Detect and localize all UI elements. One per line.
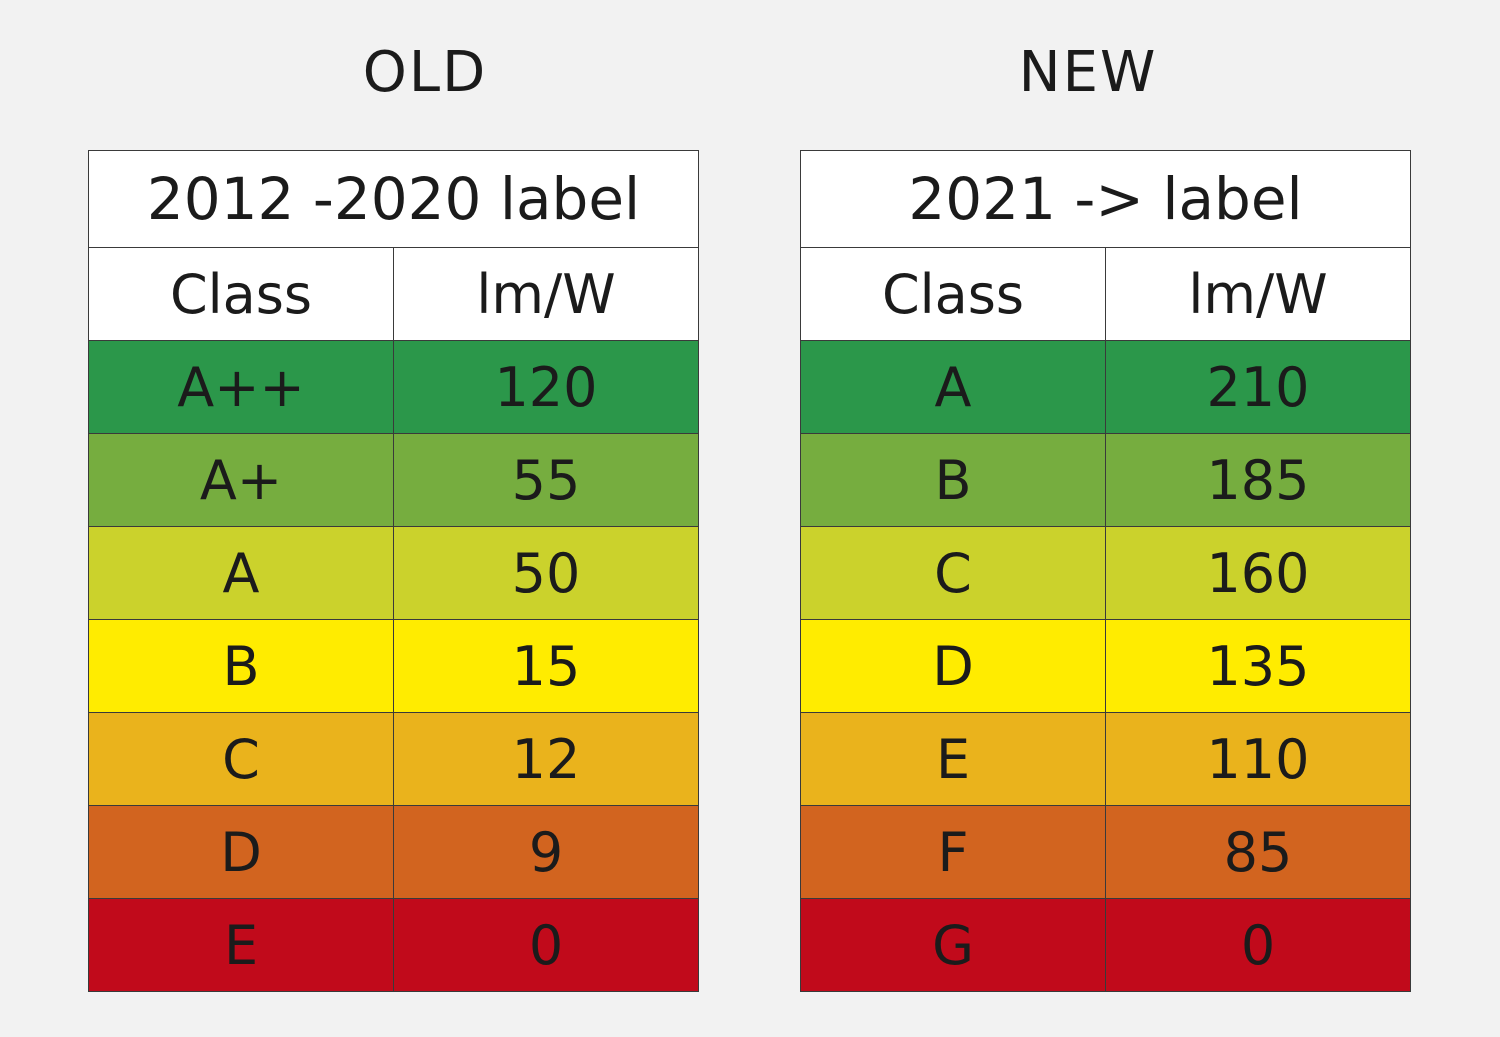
new-efficiency-cell: 85 <box>1105 805 1411 899</box>
old-class-cell: E <box>88 898 394 992</box>
old-class-cell: B <box>88 619 394 713</box>
old-table-row: A+ 55 <box>88 433 699 527</box>
old-efficiency-header: lm/W <box>393 247 699 341</box>
new-class-cell: C <box>800 526 1106 620</box>
new-table-row: B 185 <box>800 433 1411 527</box>
new-efficiency-cell: 0 <box>1105 898 1411 992</box>
old-heading: OLD <box>362 40 488 105</box>
old-efficiency-cell: 50 <box>393 526 699 620</box>
old-class-cell: C <box>88 712 394 806</box>
old-class-cell: A+ <box>88 433 394 527</box>
new-class-header: Class <box>800 247 1106 341</box>
old-table-row: C 12 <box>88 712 699 806</box>
old-table-row: A 50 <box>88 526 699 620</box>
old-table-row: A++ 120 <box>88 340 699 434</box>
old-class-cell: D <box>88 805 394 899</box>
new-table-row: D 135 <box>800 619 1411 713</box>
old-table-body: A++ 120 A+ 55 A 50 B 15 C 12 D 9 E 0 <box>88 340 699 992</box>
new-efficiency-header: lm/W <box>1105 247 1411 341</box>
new-label-table: 2021 -> label Class lm/W A 210 B 185 C 160 D 13… <box>800 150 1411 992</box>
new-class-cell: G <box>800 898 1106 992</box>
new-table-title: 2021 -> label <box>800 150 1411 248</box>
old-class-cell: A <box>88 526 394 620</box>
new-table-row: A 210 <box>800 340 1411 434</box>
new-efficiency-cell: 110 <box>1105 712 1411 806</box>
old-efficiency-cell: 0 <box>393 898 699 992</box>
old-label-table: 2012 -2020 label Class lm/W A++ 120 A+ 55 A 5… <box>88 150 699 992</box>
new-class-cell: E <box>800 712 1106 806</box>
new-table-body: A 210 B 185 C 160 D 135 E 110 F 85 G 0 <box>800 340 1411 992</box>
new-class-cell: F <box>800 805 1106 899</box>
new-efficiency-cell: 185 <box>1105 433 1411 527</box>
old-table-row: B 15 <box>88 619 699 713</box>
old-efficiency-cell: 15 <box>393 619 699 713</box>
old-efficiency-cell: 55 <box>393 433 699 527</box>
new-table-row: E 110 <box>800 712 1411 806</box>
new-efficiency-cell: 210 <box>1105 340 1411 434</box>
new-class-cell: A <box>800 340 1106 434</box>
old-class-cell: A++ <box>88 340 394 434</box>
new-efficiency-cell: 160 <box>1105 526 1411 620</box>
new-heading: NEW <box>1018 40 1158 105</box>
new-table-row: F 85 <box>800 805 1411 899</box>
old-efficiency-cell: 12 <box>393 712 699 806</box>
new-table-row: C 160 <box>800 526 1411 620</box>
new-class-cell: B <box>800 433 1106 527</box>
old-efficiency-cell: 120 <box>393 340 699 434</box>
old-table-title: 2012 -2020 label <box>88 150 699 248</box>
new-efficiency-cell: 135 <box>1105 619 1411 713</box>
old-class-header: Class <box>88 247 394 341</box>
old-efficiency-cell: 9 <box>393 805 699 899</box>
new-class-cell: D <box>800 619 1106 713</box>
